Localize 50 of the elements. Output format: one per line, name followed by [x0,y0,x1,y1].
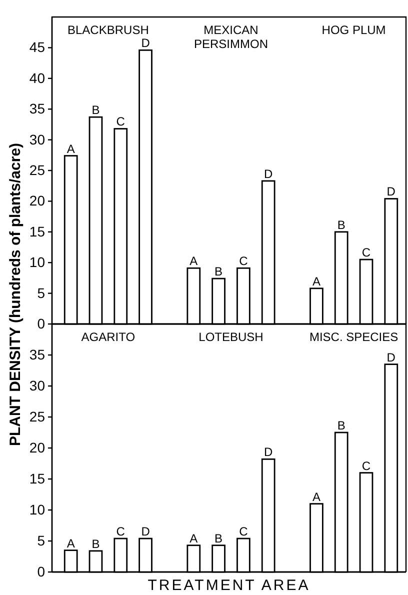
series-label: C [116,114,126,129]
text: C [362,246,371,260]
y-tick-label: 10 [29,501,46,518]
y-tick-label: 15 [29,223,46,240]
text: D [386,184,396,199]
text: A [190,254,198,268]
y-tick-label: 20 [29,439,46,456]
y-tick-label: 20 [29,192,46,209]
y-tick-label: 35 [29,346,46,362]
y-tick-label: 10 [29,254,46,270]
text: B [337,418,346,432]
x-tick-label: AGARITO [81,330,136,344]
text: D [264,445,273,460]
series-label: B [92,103,100,118]
y-tick-label: 40 [29,70,46,86]
y-tick-label: 30 [29,377,46,394]
text: D [264,166,273,181]
text: C [362,458,371,473]
series-label: A [66,142,75,156]
text: A [190,531,198,546]
text: B [214,264,223,279]
y-tick-label: 35 [29,100,46,117]
text: C [239,524,248,539]
x-tick-label: LOTEBUSH [198,330,264,344]
x-tick-label: HOG PLUM [322,23,386,37]
text: B [337,218,346,232]
y-axis-title: PLANT DENSITY (hundreds of plants/acre) [7,142,24,446]
y-tick-label: 5 [37,284,46,301]
y-tick-label: 45 [29,39,46,56]
text: A [312,490,320,504]
text: C [239,254,248,268]
series-label: D [141,36,150,50]
x-axis-title: TREATMENT AREA [148,577,310,594]
y-tick-label: 0 [37,315,46,332]
y-tick-label: 5 [37,532,46,548]
series-label: A [66,536,75,550]
series-label: B [92,536,100,551]
y-tick-label: 0 [37,563,46,580]
text: A [312,274,320,288]
series-label: D [141,524,150,539]
y-tick-label: 30 [29,131,46,148]
text: B [214,531,223,546]
y-tick-label: 25 [29,162,46,178]
x-tick-label: MEXICAN PERSIMMON [194,23,268,51]
series-label: C [116,524,126,539]
x-tick-label: BLACKBRUSH [68,23,149,37]
x-tick-label: MISC. SPECIES [309,330,398,344]
y-tick-label: 25 [29,408,46,424]
y-tick-label: 15 [29,470,46,486]
text: D [386,350,396,364]
